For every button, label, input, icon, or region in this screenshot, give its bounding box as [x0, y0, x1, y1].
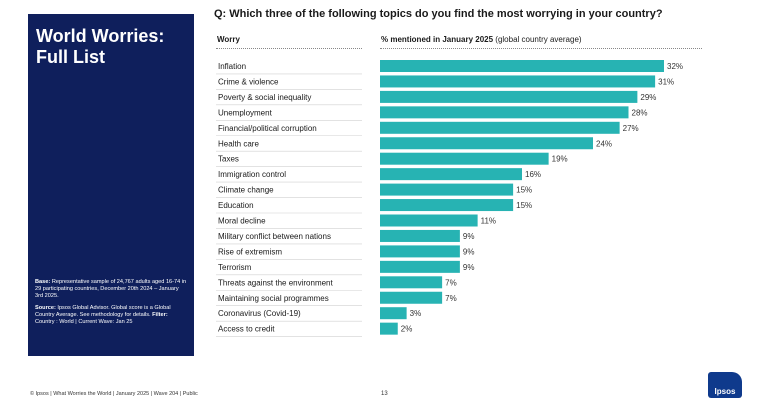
value-label: 9% — [463, 263, 475, 272]
source-label: Source: — [35, 304, 56, 311]
value-label: 7% — [445, 278, 457, 287]
sidebar-title: World Worries: Full List — [36, 26, 165, 67]
value-label: 16% — [525, 170, 541, 179]
bar — [380, 60, 664, 72]
bar — [380, 214, 478, 227]
bar — [380, 137, 593, 150]
category-label: Moral decline — [218, 217, 266, 226]
bar — [380, 152, 549, 165]
footer-text: © Ipsos | What Worries the World | Janua… — [30, 391, 198, 397]
bar — [380, 307, 407, 320]
value-label: 19% — [552, 155, 568, 164]
category-label: Rise of extremism — [218, 247, 282, 256]
bar — [380, 106, 629, 119]
mentioned-header-label: % mentioned in January 2025 — [381, 35, 494, 44]
bar — [380, 199, 514, 212]
value-label: 31% — [658, 77, 674, 86]
bar — [380, 260, 460, 273]
value-label: 9% — [463, 247, 475, 256]
bar — [380, 168, 522, 181]
mentioned-header-rule — [380, 48, 702, 49]
category-label: Coronavirus (Covid-19) — [218, 309, 301, 318]
value-label: 7% — [445, 294, 457, 303]
bar — [380, 75, 656, 88]
value-label: 2% — [401, 325, 413, 334]
category-label: Military conflict between nations — [218, 232, 331, 241]
worry-column-header: Worry — [217, 35, 240, 44]
bar — [380, 276, 443, 289]
bar — [380, 322, 398, 335]
worry-header-rule — [216, 48, 362, 49]
base-label: Base: — [35, 279, 51, 285]
base-text: Representative sample of 24,767 adults a… — [35, 279, 187, 300]
category-label: Unemployment — [218, 108, 273, 117]
category-label: Climate change — [218, 186, 274, 195]
value-label: 9% — [463, 232, 475, 241]
value-label: 29% — [640, 93, 656, 102]
value-label: 24% — [596, 139, 612, 148]
bar — [380, 245, 460, 258]
source-text: Ipsos Global Advisor. Global score is a … — [35, 304, 171, 318]
bar — [380, 90, 638, 103]
category-label: Taxes — [218, 155, 239, 164]
category-label: Crime & violence — [218, 77, 279, 86]
value-label: 32% — [667, 62, 683, 71]
bar — [380, 291, 443, 304]
category-label: Financial/political corruption — [218, 124, 317, 133]
category-label: Health care — [218, 139, 259, 148]
mentioned-column-header: % mentioned in January 2025 (global coun… — [381, 35, 582, 44]
category-label: Maintaining social programmes — [218, 294, 329, 303]
value-label: 15% — [516, 186, 532, 195]
category-label: Inflation — [218, 62, 246, 71]
value-label: 11% — [481, 217, 496, 226]
value-label: 15% — [516, 201, 532, 210]
source-note: Source: Ipsos Global Advisor. Global sco… — [35, 305, 187, 327]
category-label: Access to credit — [218, 325, 275, 334]
value-label: 3% — [410, 309, 422, 318]
category-label: Terrorism — [218, 263, 252, 272]
filter-label: Filter: — [152, 311, 168, 318]
category-label: Threats against the environment — [218, 278, 334, 287]
sidebar-notes: Base: Representative sample of 24,767 ad… — [35, 279, 187, 330]
bar — [380, 121, 620, 134]
bar — [380, 183, 514, 196]
category-label: Immigration control — [218, 170, 286, 179]
value-label: 28% — [632, 108, 648, 117]
filter-text: Country : World | Current Wave: Jan 25 — [35, 319, 133, 326]
ipsos-logo: Ipsos — [708, 372, 742, 398]
base-note: Base: Representative sample of 24,767 ad… — [35, 279, 187, 301]
question-title: Q: Which three of the following topics d… — [214, 8, 663, 20]
category-label: Poverty & social inequality — [218, 93, 311, 102]
value-label: 27% — [623, 124, 639, 133]
page-number: 13 — [381, 391, 388, 397]
mentioned-header-note: (global country average) — [495, 35, 582, 44]
sidebar-panel: World Worries: Full List Base: Represent… — [28, 14, 194, 356]
category-label: Education — [218, 201, 254, 210]
bar — [380, 229, 460, 242]
